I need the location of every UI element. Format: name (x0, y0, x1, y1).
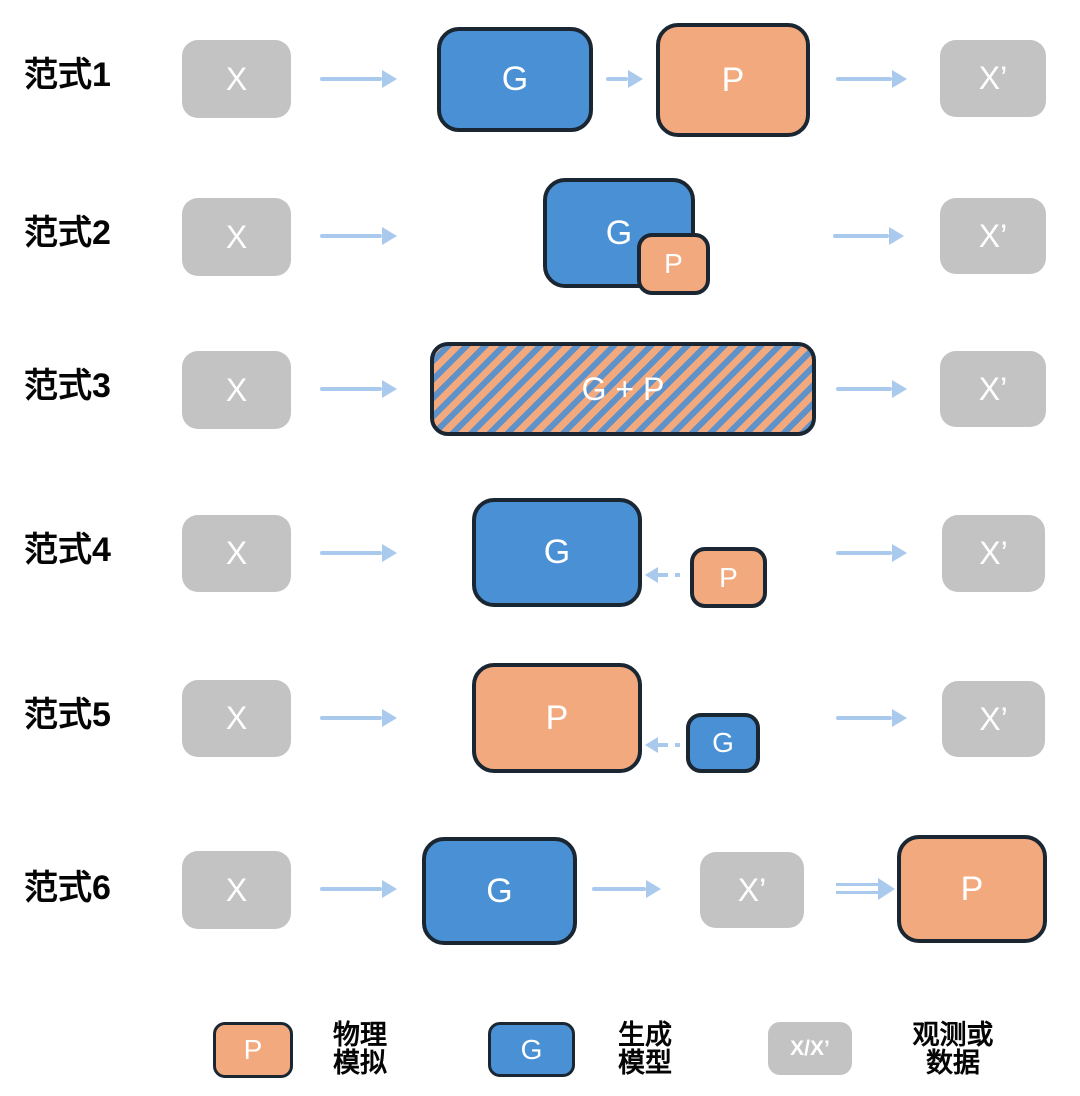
row1-arrow-x-to-g (320, 77, 382, 81)
row1-g-box: G (437, 27, 593, 132)
row6-p-box: P (897, 835, 1047, 943)
legend-generative-box: G (488, 1022, 575, 1077)
legend-physics-box: P (213, 1022, 293, 1078)
row4-arrow-x-to-g (320, 551, 382, 555)
row5-label: 范式5 (24, 696, 111, 734)
row1-arrow-p-to-xp (836, 77, 892, 81)
row4-dashed-arrow-p-to-g (658, 573, 680, 577)
row6-x-box: X (182, 851, 291, 929)
legend-physics-label: 物理 模拟 (333, 1021, 387, 1077)
row5-arrow-to-xp (836, 716, 892, 720)
row4-label: 范式4 (24, 531, 111, 569)
row6-g-box: G (422, 837, 577, 945)
row5-x-box: X (182, 680, 291, 757)
legend-data-label-line1: 观测或 (912, 1020, 994, 1050)
row2-xprime-box: X’ (940, 198, 1046, 274)
row5-g-box: G (686, 713, 760, 773)
row4-p-box: P (690, 547, 767, 608)
legend-data-label: 观测或 数据 (897, 1021, 1009, 1077)
row1-xprime-box: X’ (940, 40, 1046, 117)
row5-arrow-x-to-p (320, 716, 382, 720)
row4-x-box: X (182, 515, 291, 592)
legend-data-box: X/X’ (768, 1022, 852, 1075)
legend-physics-label-line1: 物理 (333, 1020, 387, 1050)
row3-label: 范式3 (24, 367, 111, 405)
row3-arrow-gp-to-xp (836, 387, 892, 391)
row6-arrow-g-to-xp (592, 887, 646, 891)
legend-generative-label-line1: 生成 (618, 1020, 672, 1050)
row4-xprime-box: X’ (942, 515, 1045, 592)
row1-label: 范式1 (24, 56, 111, 94)
legend-data-label-line2: 数据 (926, 1048, 980, 1078)
row3-arrow-x-to-gp (320, 387, 382, 391)
row6-xprime-box: X’ (700, 852, 804, 928)
row2-label: 范式2 (24, 214, 111, 252)
row2-arrow-x-to-g (320, 234, 382, 238)
legend-generative-label: 生成 模型 (618, 1021, 672, 1077)
row6-double-arrow-xp-to-p (836, 883, 878, 894)
row5-p-box: P (472, 663, 642, 773)
row2-x-box: X (182, 198, 291, 276)
row6-label: 范式6 (24, 869, 111, 907)
row3-gp-box: G + P (430, 342, 816, 436)
legend-physics-label-line2: 模拟 (333, 1048, 387, 1078)
row3-xprime-box: X’ (940, 351, 1046, 427)
row1-x-box: X (182, 40, 291, 118)
row1-p-box: P (656, 23, 810, 137)
row2-arrow-to-xp (833, 234, 889, 238)
row1-arrow-g-to-p (606, 77, 628, 81)
legend-generative-label-line2: 模型 (618, 1048, 672, 1078)
row5-xprime-box: X’ (942, 681, 1045, 757)
row6-arrow-x-to-g (320, 887, 382, 891)
row2-p-box: P (637, 233, 710, 295)
row4-arrow-to-xp (836, 551, 892, 555)
row4-g-box: G (472, 498, 642, 607)
row3-x-box: X (182, 351, 291, 429)
row5-dashed-arrow-g-to-p (658, 743, 680, 747)
